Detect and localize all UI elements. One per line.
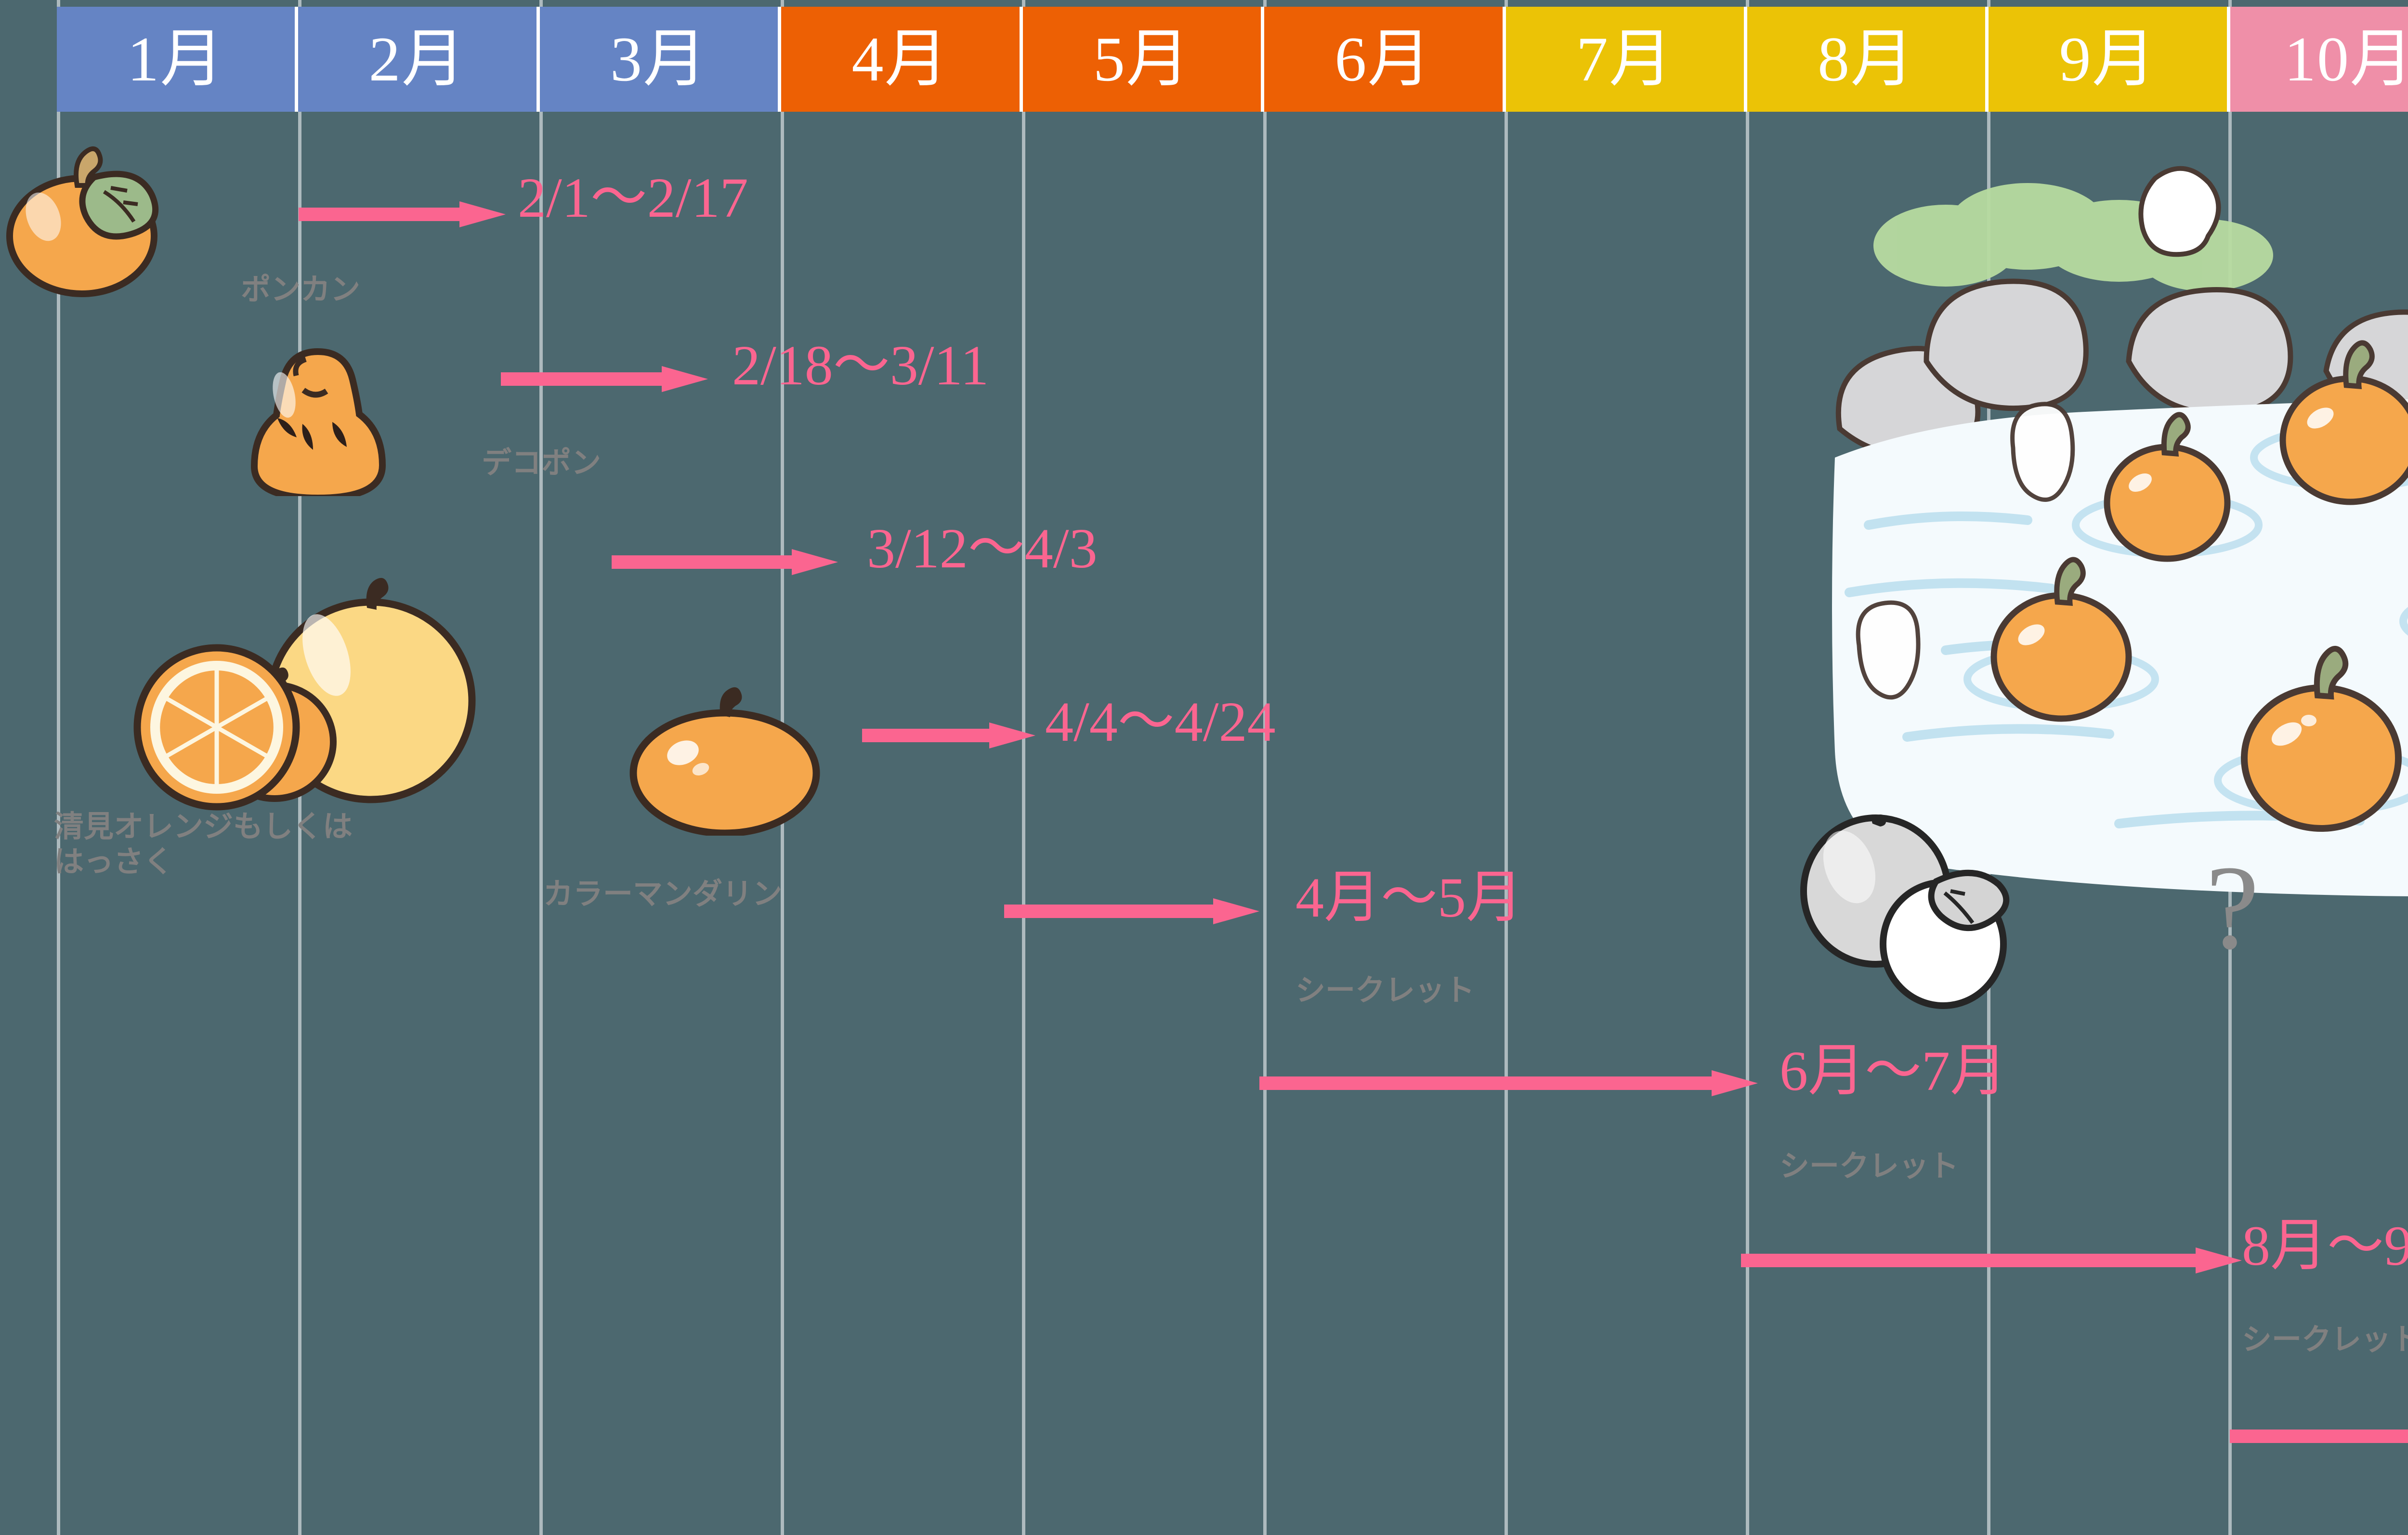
dekopon-orange-icon [231, 332, 405, 502]
period-label-row-4: 4/4〜4/24 [1045, 690, 1276, 753]
fruit-name-row-2: デコポン [482, 446, 602, 480]
arrow-head [792, 549, 838, 575]
month-label: 7月 [1576, 24, 1674, 94]
arrow-head [989, 722, 1035, 748]
arrow-shaft [612, 555, 792, 569]
arrow-head [662, 366, 708, 392]
period-arrow-row-2 [501, 366, 708, 392]
fruit-name-row-5: シークレット [1296, 974, 1475, 1007]
period-arrow-row-1 [299, 201, 506, 227]
month-cell-10[interactable]: 10月 [2230, 7, 2408, 112]
month-label: 2月 [368, 24, 466, 94]
period-arrow-row-8 [2230, 1423, 2408, 1449]
gridline [57, 0, 60, 1535]
arrow-shaft [862, 729, 989, 742]
gridline [1746, 0, 1749, 1535]
period-arrow-row-7 [1741, 1247, 2242, 1273]
gridline [539, 0, 543, 1535]
ponkan-orange-with-leaf-icon [5, 140, 207, 299]
month-label: 1月 [127, 24, 225, 94]
kiyomi-orange-sliced-icon [130, 568, 539, 819]
month-cell-5[interactable]: 5月 [1022, 7, 1265, 112]
month-label: 5月 [1093, 24, 1191, 94]
month-cell-6[interactable]: 6月 [1264, 7, 1506, 112]
month-label: 9月 [2059, 24, 2157, 94]
arrow-shaft [1259, 1076, 1712, 1090]
fruit-name-row-1: ポンカン [241, 273, 361, 306]
month-label: 8月 [1818, 24, 1915, 94]
period-arrow-row-5 [1004, 898, 1259, 924]
period-label-row-7: 8月〜9月 [2242, 1214, 2408, 1277]
arrow-head [2196, 1247, 2242, 1273]
period-arrow-row-3 [612, 549, 838, 575]
gridline [1263, 0, 1267, 1535]
month-label: 4月 [851, 24, 949, 94]
month-header: 1月 2月 3月 4月 5月 6月 7月 8月 9月 10月 11月 12月 [57, 7, 2408, 112]
arrow-head [1712, 1070, 1758, 1096]
month-cell-2[interactable]: 2月 [298, 7, 540, 112]
fruit-name-row-3: 清見オレンジもしくは はっさく [54, 810, 353, 879]
month-label: 6月 [1335, 24, 1432, 94]
period-arrow-row-6 [1259, 1070, 1758, 1096]
month-cell-4[interactable]: 4月 [781, 7, 1023, 112]
gridline [1022, 0, 1025, 1535]
arrow-shaft [1004, 905, 1213, 918]
period-label-row-2: 2/18〜3/11 [732, 334, 989, 397]
month-cell-9[interactable]: 9月 [1989, 7, 2230, 112]
month-label: 3月 [610, 24, 708, 94]
month-cell-7[interactable]: 7月 [1505, 7, 1747, 112]
color-mandarin-icon [621, 682, 828, 837]
secret-question-mark-icon: ? [2206, 841, 2259, 974]
month-label: 10月 [2284, 24, 2408, 94]
fruit-name-row-6: シークレット [1780, 1150, 1959, 1183]
fruit-name-row-4: カラーマンダリン [543, 878, 783, 911]
arrow-head [1213, 898, 1259, 924]
period-arrow-row-4 [862, 722, 1035, 748]
period-label-row-1: 2/1〜2/17 [518, 166, 748, 229]
arrow-shaft [299, 208, 459, 221]
period-label-row-3: 3/12〜4/3 [867, 517, 1098, 580]
arrow-head [459, 201, 506, 227]
gridline [1505, 0, 1508, 1535]
yuzu-hot-spring-illustration [1782, 159, 2408, 910]
fruit-name-row-7: シークレット [2242, 1323, 2408, 1356]
period-label-row-6: 6月〜7月 [1780, 1039, 2007, 1102]
arrow-shaft [2230, 1430, 2408, 1443]
secret-fruit-pair-icon [1792, 814, 2109, 1021]
month-cell-3[interactable]: 3月 [539, 7, 782, 112]
period-label-row-5: 4月〜5月 [1296, 866, 1523, 929]
arrow-shaft [501, 372, 662, 386]
month-cell-8[interactable]: 8月 [1747, 7, 1989, 112]
month-cell-1[interactable]: 1月 [57, 7, 299, 112]
arrow-shaft [1741, 1254, 2196, 1267]
